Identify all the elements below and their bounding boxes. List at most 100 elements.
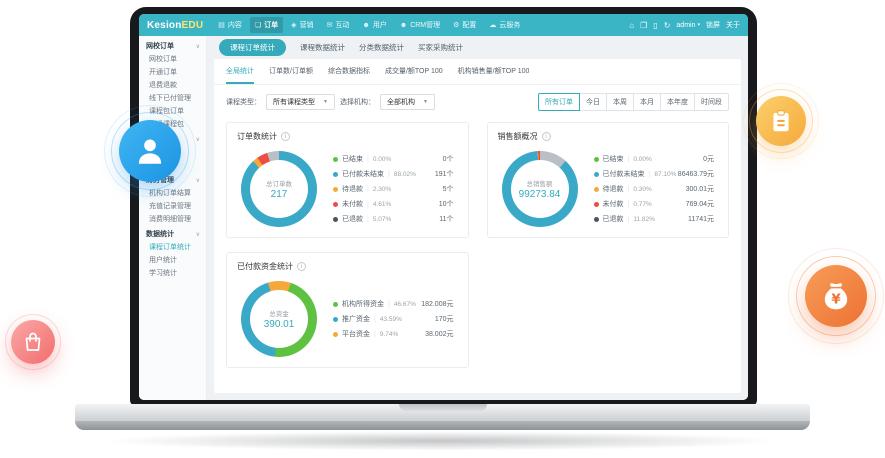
money-bag-bubble: ¥ [788, 248, 884, 344]
range-button[interactable]: 所有订单 [538, 93, 580, 111]
donut-chart: 总资金 390.01 [241, 281, 317, 357]
sidebar-item[interactable]: 课程包订单 [149, 108, 184, 115]
sidebar-item[interactable]: 网校订单 [149, 56, 177, 63]
topbar-nav: ▤ 内容 ❏ 订单 ◈ 营销 ✉ 互动 ☻ 用户 ☻ CRM管理 ⚙ 配置 ☁ 云服务 [213, 17, 629, 33]
lock-screen-link[interactable]: 锁屏 [706, 22, 720, 29]
sidebar-item[interactable]: 用户统计 [149, 257, 177, 264]
sidebar-section-label: 财务管理 [146, 177, 174, 184]
stat-cards: 订单数统计 i 总订单数 217 已结束 | 0.00% 0个 已付款未结束 | 88.02% 191… [214, 115, 741, 375]
nav-item-内容[interactable]: ▤ 内容 [213, 17, 247, 33]
nav-item-label: 订单 [264, 22, 279, 29]
range-button[interactable]: 本周 [606, 93, 634, 111]
nav-item-配置[interactable]: ⚙ 配置 [448, 17, 481, 33]
legend-row: 已退款 | 5.07% 11个 [333, 214, 454, 224]
sidebar-item[interactable]: 退费退款 [149, 82, 177, 89]
marketing-icon: ◈ [291, 22, 297, 29]
sidebar-item[interactable]: 消费明细管理 [149, 216, 191, 223]
range-button[interactable]: 今日 [579, 93, 607, 111]
content-panel: 全局统计 订单数/订单额 综合数据指标 成交量/额TOP 100 机构销售量/额TOP … [214, 59, 741, 393]
app-body: 网校订单∨网校订单开通订单退费退款线下已付管理课程包订单开通课程包∨财务管理∨机… [139, 36, 748, 400]
nav-item-label: 营销 [299, 22, 314, 29]
legend: 机构所得资金 | 46.67% 182.008元 推广资金 | 43.59% 170元 平台资金… [333, 299, 454, 339]
sidebar-item[interactable]: 学习统计 [149, 270, 177, 277]
org-select[interactable]: 全部机构 ▼ [379, 94, 435, 110]
legend-row: 未付款 | 0.77% 769.04元 [593, 199, 714, 209]
range-button[interactable]: 本月 [633, 93, 661, 111]
donut-center-label: 总销售额 [526, 181, 553, 188]
legend-row: 待退款 | 0.30% 300.01元 [593, 184, 714, 194]
legend-label: 机构所得资金 [342, 301, 384, 308]
info-icon[interactable]: i [297, 262, 306, 271]
donut-center: 总订单数 217 [241, 151, 317, 227]
admin-menu[interactable]: admin ▾ [676, 21, 700, 29]
sidebar-item[interactable]: 机构订单结算 [149, 190, 191, 197]
legend-divider: | [388, 300, 390, 308]
course-type-label: 课程类型： [226, 99, 261, 106]
sidebar-item[interactable]: 充值记录管理 [149, 203, 191, 210]
user-bubble [104, 105, 196, 197]
sidebar-section-header[interactable]: 财务管理 ∨ [139, 172, 206, 187]
sidebar-item[interactable]: 课程订单统计 [149, 244, 191, 251]
card-title: 订单数统计 i [237, 131, 458, 142]
nav-item-云服务[interactable]: ☁ 云服务 [484, 17, 525, 33]
topbar-right: ⌂ ❐ ▯ ↻ admin ▾ 锁屏 关于 [629, 20, 740, 30]
legend-dot [333, 301, 338, 307]
sub-tab[interactable]: 综合数据指标 [327, 68, 370, 75]
legend-divider: | [374, 315, 376, 323]
desktop-icon[interactable]: ❐ [640, 20, 648, 30]
legend-value: 191个 [434, 171, 454, 178]
legend-percent: 11.82% [633, 215, 655, 223]
page-tab[interactable]: 分类数据统计 [359, 43, 404, 52]
org-label: 选择机构： [339, 99, 375, 106]
nav-item-用户[interactable]: ☻ 用户 [357, 17, 391, 33]
nav-item-label: 配置 [462, 22, 477, 29]
sidebar-item[interactable]: 线下已付管理 [149, 95, 191, 102]
legend-row: 已付款未结束 | 87.10% 86463.79元 [593, 169, 714, 179]
legend-percent: 5.07% [372, 215, 392, 223]
shopping-bag-icon [25, 332, 41, 351]
legend-label: 已付款未结束 [602, 171, 645, 178]
nav-item-订单[interactable]: ❏ 订单 [249, 17, 284, 33]
chevron-down-icon: ∨ [195, 231, 200, 238]
legend-percent: 0.00% [372, 155, 392, 163]
stat-card: 订单数统计 i 总订单数 217 已结束 | 0.00% 0个 已付款未结束 | 88.02% 191… [226, 122, 469, 238]
info-icon[interactable]: i [541, 132, 551, 141]
refresh-icon[interactable]: ↻ [663, 20, 671, 30]
page-tab[interactable]: 买家采购统计 [418, 43, 463, 52]
sub-tab[interactable]: 机构销售量/额TOP 100 [457, 68, 530, 75]
range-button[interactable]: 时间段 [694, 93, 729, 111]
range-button[interactable]: 本年度 [660, 93, 695, 111]
mobile-icon[interactable]: ▯ [653, 20, 658, 30]
sidebar-item[interactable]: 开通订单 [149, 69, 177, 76]
content-icon: ▤ [218, 22, 225, 29]
nav-item-CRM管理[interactable]: ☻ CRM管理 [395, 17, 445, 33]
sidebar-section-label: 网校订单 [146, 43, 174, 50]
page-tab[interactable]: 课程订单统计 [219, 39, 286, 56]
cloud-icon: ☁ [489, 22, 497, 29]
home-icon[interactable]: ⌂ [629, 20, 635, 30]
nav-item-label: 内容 [227, 22, 242, 29]
sidebar-section-header[interactable]: ∨ [139, 131, 206, 146]
page-tab[interactable]: 课程数据统计 [300, 43, 345, 52]
svg-text:¥: ¥ [831, 293, 841, 308]
legend-value: 10个 [438, 201, 454, 208]
chevron-down-icon: ∨ [195, 136, 200, 143]
info-icon[interactable]: i [281, 132, 290, 141]
about-link[interactable]: 关于 [726, 22, 740, 29]
sub-tab[interactable]: 全局统计 [226, 66, 254, 84]
legend-divider: | [367, 155, 369, 163]
legend-label: 已结束 [342, 156, 363, 163]
settings-icon: ⚙ [453, 22, 460, 29]
sidebar-section-header[interactable]: 数据统计 ∨ [139, 226, 206, 241]
sidebar-section-header[interactable]: 网校订单 ∨ [139, 38, 206, 53]
legend-label: 已退款 [342, 216, 363, 223]
main-area: 课程订单统计 课程数据统计 分类数据统计 买家采购统计 全局统计 订单数/订单额 综合数据… [207, 36, 748, 400]
nav-item-营销[interactable]: ◈ 营销 [286, 17, 318, 33]
legend-value: 769.04元 [685, 201, 714, 208]
sub-tab[interactable]: 订单数/订单额 [269, 68, 313, 75]
legend-label: 已退款 [602, 216, 624, 223]
course-type-select[interactable]: 所有课程类型 ▼ [266, 94, 335, 110]
legend-row: 机构所得资金 | 46.67% 182.008元 [333, 299, 454, 309]
nav-item-互动[interactable]: ✉ 互动 [322, 17, 355, 33]
sub-tab[interactable]: 成交量/额TOP 100 [384, 68, 443, 75]
